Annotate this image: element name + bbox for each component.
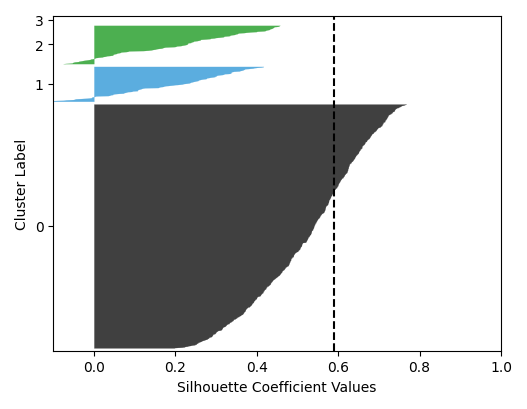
Y-axis label: Cluster Label: Cluster Label (15, 138, 29, 229)
X-axis label: Silhouette Coefficient Values: Silhouette Coefficient Values (178, 380, 377, 394)
